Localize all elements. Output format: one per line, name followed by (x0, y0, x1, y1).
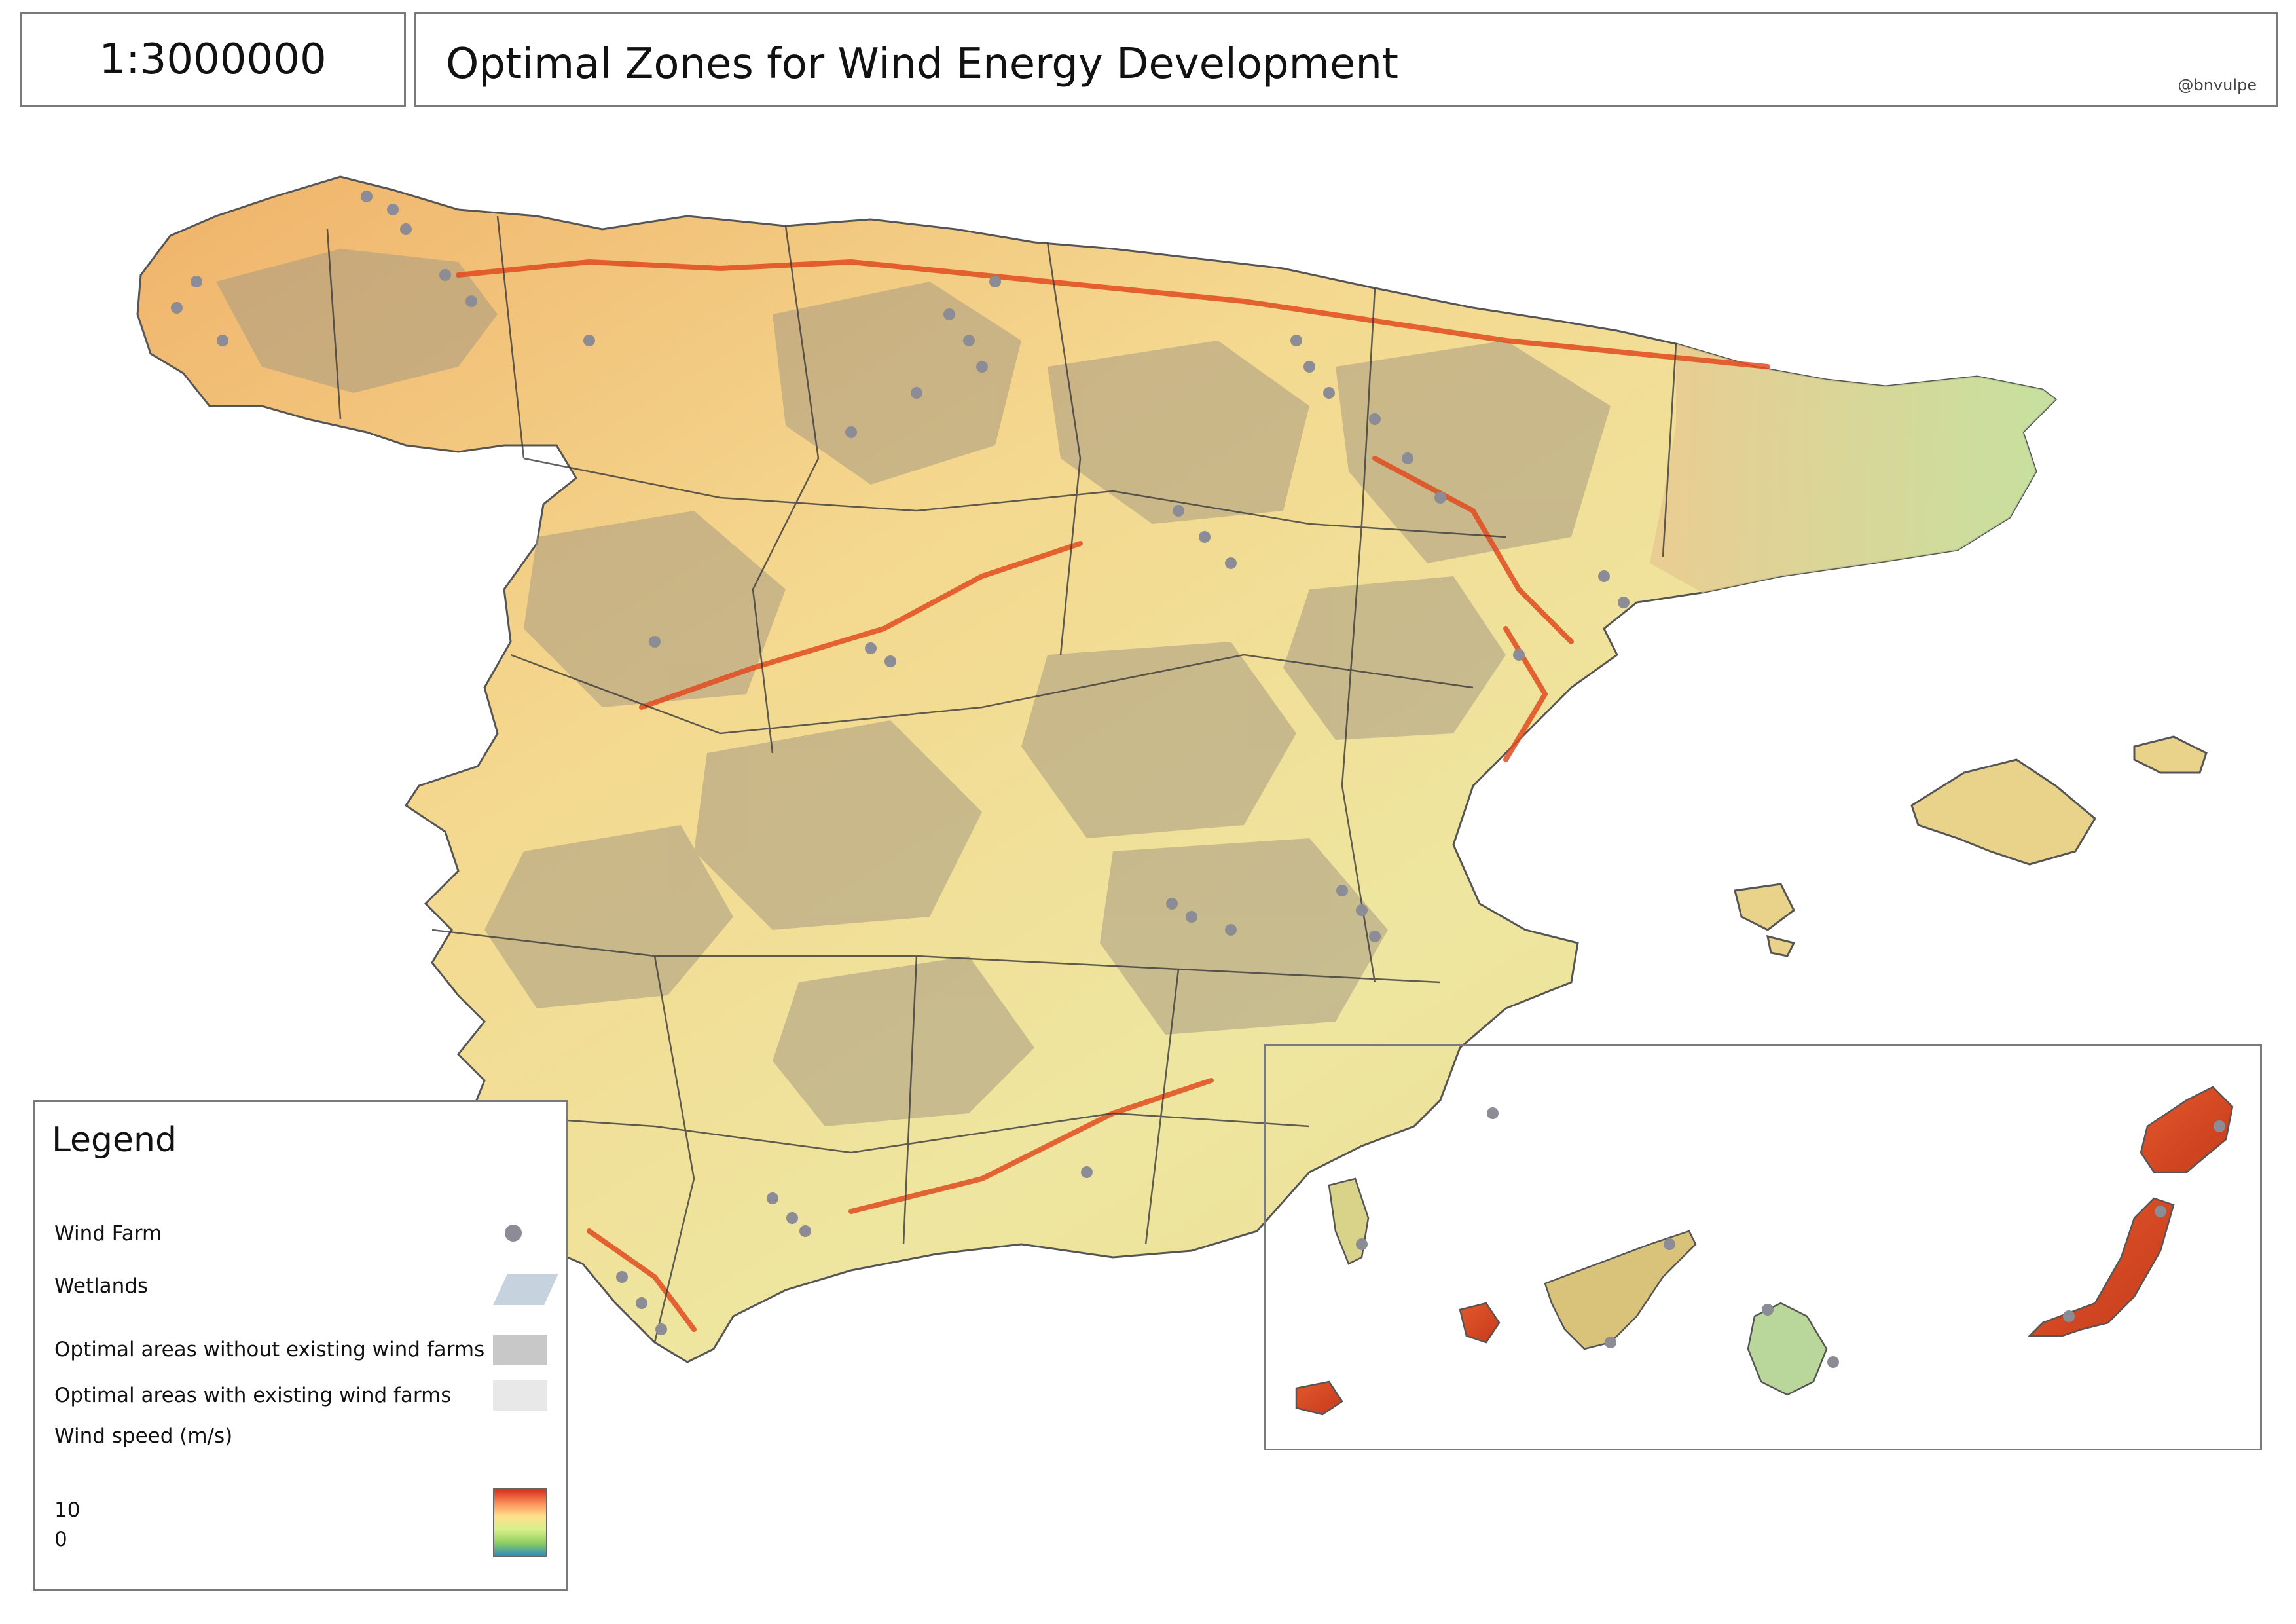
canary-inset-frame (1264, 1044, 2262, 1450)
high-wind-ridges (456, 259, 1770, 1332)
title-box: Optimal Zones for Wind Energy Developmen… (414, 12, 2278, 107)
wind-farm-points (171, 191, 2225, 1368)
legend-label-wind-speed: Wind speed (m/s) (54, 1424, 233, 1448)
wind-speed-max-label: 10 (54, 1498, 81, 1522)
map-title: Optimal Zones for Wind Energy Developmen… (446, 40, 1398, 88)
author-credit: @bnvulpe (2178, 76, 2257, 94)
legend-label-optimal-with: Optimal areas with existing wind farms (54, 1384, 452, 1407)
wind-speed-min-label: 0 (54, 1528, 67, 1551)
legend-panel: Legend Wind Farm Wetlands Optimal areas … (33, 1100, 568, 1591)
balearic-islands (1734, 735, 2208, 957)
legend-title: Legend (52, 1120, 177, 1160)
wind-speed-color-ramp (493, 1488, 547, 1557)
wetlands-symbol (493, 1274, 558, 1305)
wind-farm-symbol (505, 1225, 522, 1242)
scale-box: 1:3000000 (20, 12, 406, 107)
map-scale: 1:3000000 (99, 35, 327, 84)
legend-label-wind-farm: Wind Farm (54, 1222, 162, 1246)
optimal-with-symbol (493, 1380, 547, 1411)
optimal-without-symbol (493, 1335, 547, 1365)
east-region (1650, 344, 2056, 593)
legend-label-optimal-without: Optimal areas without existing wind farm… (54, 1338, 485, 1361)
legend-label-wetlands: Wetlands (54, 1274, 149, 1298)
admin-borders (326, 215, 1677, 1343)
optimal-zones (216, 249, 1611, 1126)
canary-islands (1295, 1086, 2234, 1416)
